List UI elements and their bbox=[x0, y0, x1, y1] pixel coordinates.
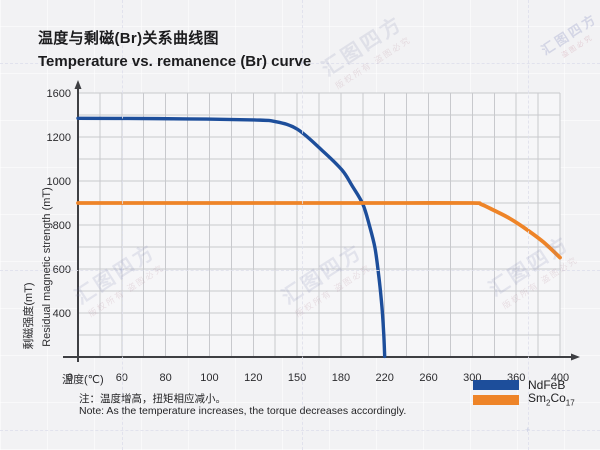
y-axis-label-zh: 剩磁强度(mT) bbox=[23, 282, 35, 350]
y-tick-label: 800 bbox=[53, 220, 71, 232]
y-tick-label: 600 bbox=[53, 264, 71, 276]
legend-label-ndfeb: NdFeB bbox=[528, 378, 565, 392]
legend-label-part: 17 bbox=[565, 398, 575, 408]
footnote: 注：温度增高，扭矩相应减小。 Note: As the temperature … bbox=[79, 393, 407, 417]
x-tick-label: 260 bbox=[419, 372, 437, 384]
legend-label-part: Sm bbox=[528, 391, 546, 406]
y-tick-label: 1200 bbox=[47, 132, 71, 144]
x-axis-arrow-icon bbox=[571, 353, 580, 361]
y-axis-label-en: Residual magnetic strength (mT) bbox=[41, 187, 53, 347]
x-tick-label: 100 bbox=[200, 372, 218, 384]
legend-swatch-ndfeb bbox=[473, 379, 519, 390]
footnote-zh: 注：温度增高，扭矩相应减小。 bbox=[79, 393, 226, 405]
series-ndfeb-curve bbox=[76, 116, 387, 359]
y-tick-label: 400 bbox=[53, 308, 71, 320]
page-title-en: Temperature vs. remanence (Br) curve bbox=[38, 53, 312, 70]
x-tick-label: 400 bbox=[551, 372, 569, 384]
legend-label-part: 2 bbox=[546, 398, 551, 408]
y-tick-label: 1600 bbox=[47, 88, 71, 100]
header: 温度与剩磁(Br)关系曲线图 Temperature vs. remanence… bbox=[38, 27, 311, 70]
legend-label-part: Co bbox=[550, 391, 566, 406]
x-tick-label: 60 bbox=[116, 372, 128, 384]
x-tick-label: 0 bbox=[67, 372, 73, 384]
legend-label-part: NdFeB bbox=[528, 377, 566, 392]
legend-item-sm2co17: Sm2Co17 bbox=[473, 391, 575, 408]
legend-item-ndfeb: NdFeB bbox=[473, 378, 575, 392]
x-axis-label: 温度(℃) bbox=[62, 374, 104, 386]
x-tick-label: 150 bbox=[288, 372, 306, 384]
x-tick-label: 120 bbox=[244, 372, 262, 384]
legend-label-sm2co17: Sm2Co17 bbox=[528, 391, 575, 407]
x-tick-label: 80 bbox=[160, 372, 172, 384]
series-sm2co17-curve bbox=[76, 201, 562, 260]
page-title-zh: 温度与剩磁(Br)关系曲线图 bbox=[38, 30, 219, 47]
legend-swatch-sm2co17 bbox=[473, 394, 519, 405]
x-tick-label: 220 bbox=[376, 372, 394, 384]
footnote-en: Note: As the temperature increases, the … bbox=[79, 404, 407, 417]
y-tick-label: 1000 bbox=[47, 176, 71, 188]
legend: NdFeB Sm2Co17 bbox=[473, 378, 575, 409]
y-axis-arrow-icon bbox=[74, 80, 82, 89]
x-tick-label: 180 bbox=[332, 372, 350, 384]
